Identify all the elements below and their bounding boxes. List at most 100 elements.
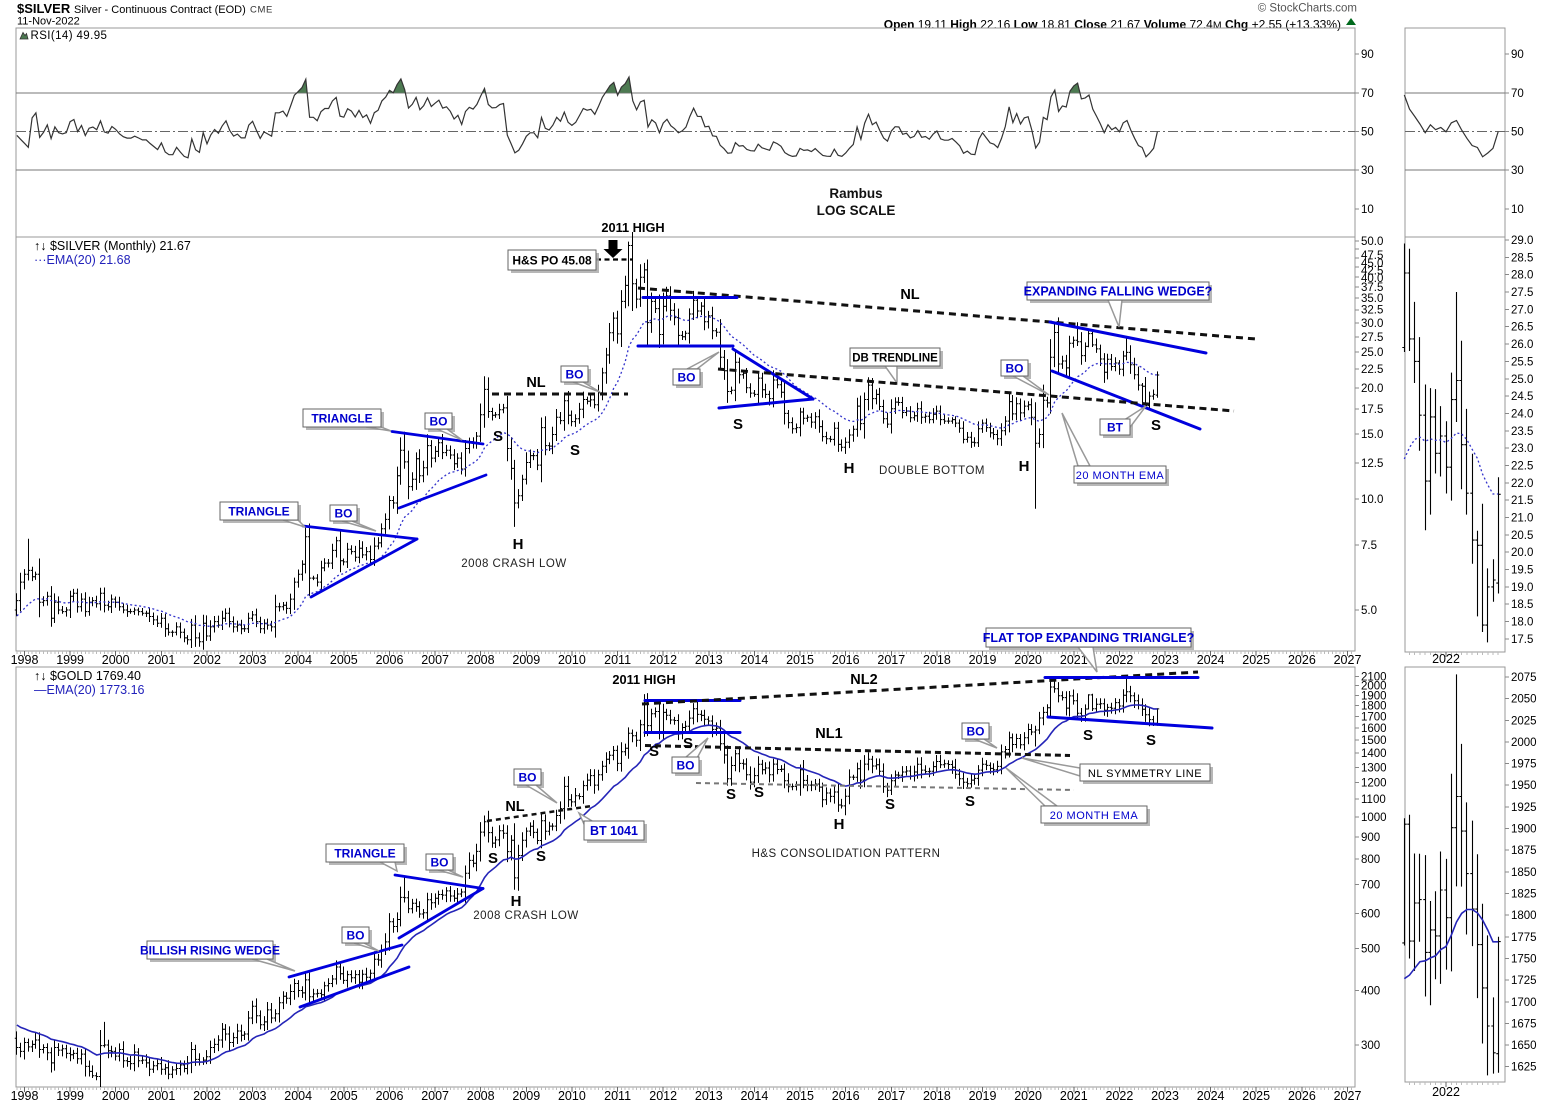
svg-text:24.5: 24.5 xyxy=(1511,391,1533,403)
svg-text:10: 10 xyxy=(1361,204,1374,216)
svg-text:1700: 1700 xyxy=(1361,712,1387,724)
svg-text:1000: 1000 xyxy=(1361,812,1387,824)
svg-text:$SILVER: $SILVER xyxy=(17,1,71,16)
svg-text:2021: 2021 xyxy=(1060,653,1088,667)
svg-text:H&S PO 45.08: H&S PO 45.08 xyxy=(512,254,592,268)
svg-text:1998: 1998 xyxy=(11,653,39,667)
svg-text:NL: NL xyxy=(505,799,524,815)
svg-text:H: H xyxy=(844,460,855,477)
svg-text:47.5: 47.5 xyxy=(1361,250,1383,262)
svg-text:2001: 2001 xyxy=(147,653,175,667)
svg-text:BO: BO xyxy=(566,368,584,382)
svg-text:1675: 1675 xyxy=(1511,1018,1537,1030)
svg-text:10: 10 xyxy=(1511,204,1524,216)
svg-text:BO: BO xyxy=(347,929,365,943)
svg-text:25.0: 25.0 xyxy=(1511,374,1533,386)
svg-text:2003: 2003 xyxy=(239,653,267,667)
svg-text:5.0: 5.0 xyxy=(1361,605,1377,617)
svg-text:2024: 2024 xyxy=(1197,653,1225,667)
svg-text:S: S xyxy=(965,793,975,810)
svg-text:1999: 1999 xyxy=(56,1089,84,1100)
svg-text:30: 30 xyxy=(1361,165,1374,177)
svg-text:20 MONTH EMA: 20 MONTH EMA xyxy=(1076,470,1165,482)
svg-text:70: 70 xyxy=(1511,88,1524,100)
svg-text:2020: 2020 xyxy=(1014,1089,1042,1100)
svg-text:1800: 1800 xyxy=(1511,910,1537,922)
svg-text:21.0: 21.0 xyxy=(1511,513,1533,525)
svg-text:800: 800 xyxy=(1361,854,1380,866)
svg-text:2019: 2019 xyxy=(969,1089,997,1100)
svg-text:19.5: 19.5 xyxy=(1511,565,1533,577)
svg-text:FLAT TOP EXPANDING TRIANGLE?: FLAT TOP EXPANDING TRIANGLE? xyxy=(983,631,1195,645)
svg-text:H: H xyxy=(513,536,524,553)
svg-text:2013: 2013 xyxy=(695,1089,723,1100)
svg-text:H: H xyxy=(511,893,522,910)
svg-text:2008 CRASH LOW: 2008 CRASH LOW xyxy=(473,910,578,922)
svg-text:2050: 2050 xyxy=(1511,694,1537,706)
svg-text:11-Nov-2022: 11-Nov-2022 xyxy=(17,16,80,28)
svg-text:2027: 2027 xyxy=(1334,653,1362,667)
svg-text:22.5: 22.5 xyxy=(1511,461,1533,473)
svg-text:25.0: 25.0 xyxy=(1361,347,1383,359)
svg-text:2010: 2010 xyxy=(558,1089,586,1100)
svg-text:70: 70 xyxy=(1361,88,1374,100)
svg-text:1775: 1775 xyxy=(1511,932,1537,944)
svg-text:20.0: 20.0 xyxy=(1511,547,1533,559)
svg-text:2000: 2000 xyxy=(1361,681,1387,693)
svg-text:↑↓ $GOLD 1769.40: ↑↓ $GOLD 1769.40 xyxy=(34,669,141,683)
svg-text:NL1: NL1 xyxy=(815,726,842,742)
svg-text:2006: 2006 xyxy=(376,653,404,667)
svg-text:1998: 1998 xyxy=(11,1089,39,1100)
svg-text:90: 90 xyxy=(1361,49,1374,61)
svg-text:50.0: 50.0 xyxy=(1361,236,1383,248)
svg-text:300: 300 xyxy=(1361,1040,1380,1052)
svg-text:1800: 1800 xyxy=(1361,701,1387,713)
svg-text:DB TRENDLINE: DB TRENDLINE xyxy=(852,353,938,365)
svg-text:2025: 2025 xyxy=(1242,1089,1270,1100)
svg-text:2002: 2002 xyxy=(193,1089,221,1100)
svg-text:1925: 1925 xyxy=(1511,802,1537,814)
svg-text:26.5: 26.5 xyxy=(1511,322,1533,334)
svg-text:2026: 2026 xyxy=(1288,653,1316,667)
svg-text:90: 90 xyxy=(1511,49,1524,61)
svg-text:2007: 2007 xyxy=(421,653,449,667)
svg-text:2026: 2026 xyxy=(1288,1089,1316,1100)
svg-text:2015: 2015 xyxy=(786,653,814,667)
svg-text:2021: 2021 xyxy=(1060,1089,1088,1100)
svg-text:2023: 2023 xyxy=(1151,1089,1179,1100)
svg-text:2004: 2004 xyxy=(284,1089,312,1100)
svg-text:BT: BT xyxy=(1107,421,1124,435)
svg-text:2015: 2015 xyxy=(786,1089,814,1100)
svg-text:2011 HIGH: 2011 HIGH xyxy=(601,220,664,235)
svg-text:35.0: 35.0 xyxy=(1361,293,1383,305)
svg-text:45.0: 45.0 xyxy=(1361,258,1383,270)
svg-text:2100: 2100 xyxy=(1361,671,1387,683)
svg-text:H&S CONSOLIDATION PATTERN: H&S CONSOLIDATION PATTERN xyxy=(752,848,941,860)
svg-text:2018: 2018 xyxy=(923,1089,951,1100)
svg-text:2010: 2010 xyxy=(558,653,586,667)
svg-text:1200: 1200 xyxy=(1361,777,1387,789)
svg-text:2016: 2016 xyxy=(832,653,860,667)
svg-text:900: 900 xyxy=(1361,832,1380,844)
svg-text:2002: 2002 xyxy=(193,653,221,667)
svg-text:2025: 2025 xyxy=(1242,653,1270,667)
svg-text:1500: 1500 xyxy=(1361,735,1387,747)
svg-text:TRIANGLE: TRIANGLE xyxy=(228,505,289,519)
svg-text:32.5: 32.5 xyxy=(1361,305,1383,317)
svg-text:27.5: 27.5 xyxy=(1511,287,1533,299)
svg-text:23.0: 23.0 xyxy=(1511,443,1533,455)
svg-text:NL: NL xyxy=(526,375,545,391)
svg-text:S: S xyxy=(733,416,743,433)
svg-text:↑↓ $SILVER (Monthly) 21.67: ↑↓ $SILVER (Monthly) 21.67 xyxy=(34,239,191,253)
svg-text:—EMA(20) 1773.16: —EMA(20) 1773.16 xyxy=(34,683,145,697)
svg-text:BT 1041: BT 1041 xyxy=(590,824,638,838)
svg-text:700: 700 xyxy=(1361,880,1380,892)
svg-text:37.5: 37.5 xyxy=(1361,282,1383,294)
svg-text:BO: BO xyxy=(335,507,353,521)
svg-text:1700: 1700 xyxy=(1511,997,1537,1009)
svg-text:1825: 1825 xyxy=(1511,889,1537,901)
svg-text:42.5: 42.5 xyxy=(1361,266,1383,278)
svg-text:BILLISH RISING WEDGE: BILLISH RISING WEDGE xyxy=(140,944,280,958)
svg-text:28.5: 28.5 xyxy=(1511,252,1533,264)
svg-text:1975: 1975 xyxy=(1511,759,1537,771)
